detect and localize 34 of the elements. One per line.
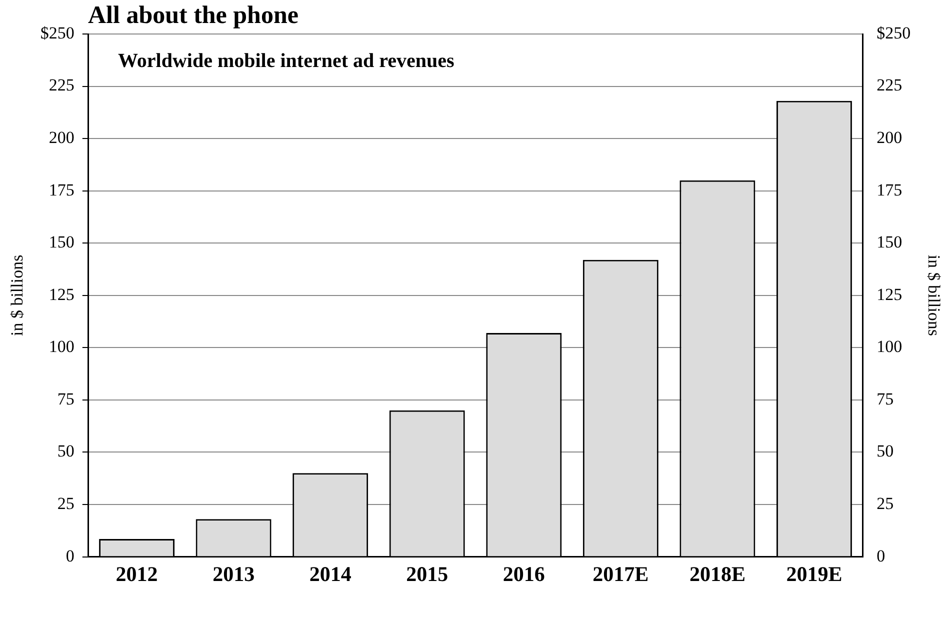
y-tick-label: 175: [48, 180, 74, 200]
x-tick-label: 2016: [502, 562, 545, 586]
x-tick-label: 2013: [212, 562, 255, 586]
y2-tick-label: 100: [876, 337, 902, 356]
y2-tick-label: 200: [876, 128, 902, 148]
y-tick-label: 225: [48, 76, 74, 95]
y-tick-label: 25: [57, 494, 74, 513]
y-axis-title: in $ billions: [8, 254, 27, 336]
y-tick-label: 150: [48, 232, 74, 252]
y2-tick-label: 150: [876, 232, 902, 252]
y2-tick-label: 225: [876, 76, 902, 95]
x-tick-label: 2019E: [786, 562, 842, 586]
chart-title: All about the phone: [88, 2, 298, 30]
y2-tick-label: $250: [876, 23, 911, 42]
x-tick-label: 2015: [406, 562, 448, 586]
y2-tick-label: 75: [876, 389, 894, 408]
x-tick-label: 2017E: [592, 562, 649, 586]
y2-tick-label: 50: [876, 442, 894, 461]
x-tick-label: 2018E: [689, 562, 746, 586]
y-tick-label: 200: [48, 128, 74, 148]
y-tick-label: 125: [48, 284, 74, 304]
y2-tick-label: 175: [876, 180, 902, 200]
y-tick-label: 0: [66, 546, 74, 566]
y-tick-label: $250: [40, 23, 74, 42]
text: Worldwide mobile internet ad revenues: [118, 50, 454, 73]
y-tick-label: 75: [57, 389, 74, 408]
x-tick-label: 2012: [116, 562, 158, 586]
y2-axis-title: in $ billions: [924, 254, 944, 336]
y2-tick-label: 0: [876, 546, 886, 566]
x-tick-label: 2014: [309, 562, 352, 586]
y2-tick-label: 125: [876, 284, 902, 304]
y-tick-label: 50: [57, 442, 74, 461]
y2-tick-label: 25: [876, 494, 894, 513]
y-tick-label: 100: [48, 337, 74, 356]
